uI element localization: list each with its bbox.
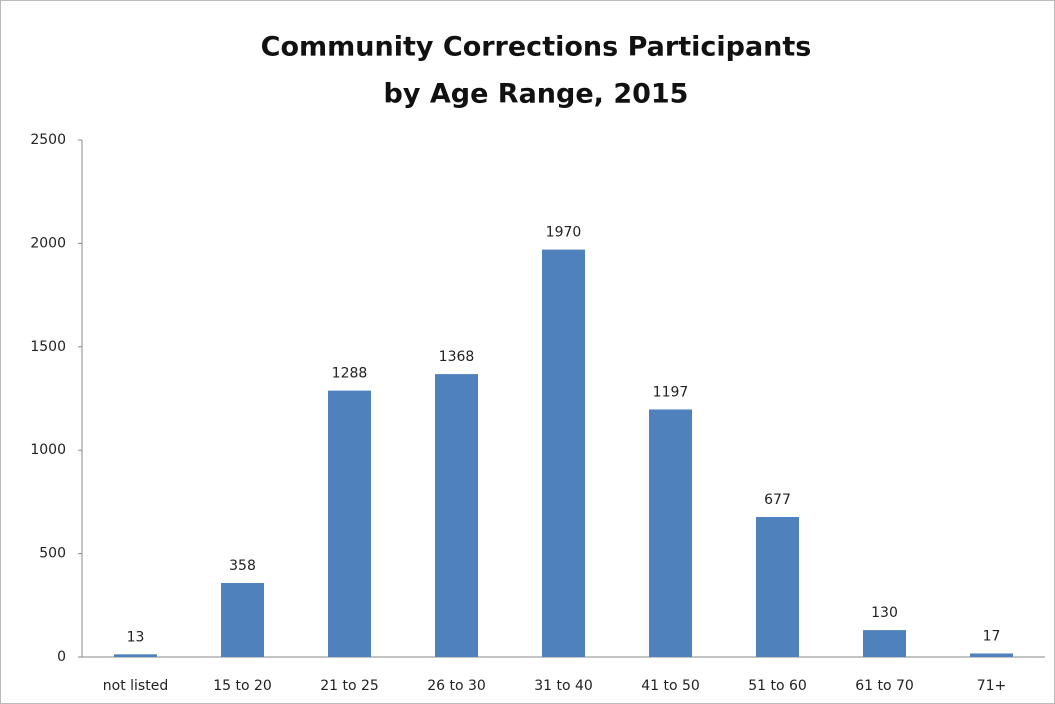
y-tick-label: 2000: [30, 235, 66, 251]
x-tick-label: 71+: [977, 678, 1007, 694]
bar: [328, 390, 371, 657]
data-label: 1970: [546, 225, 582, 241]
bar: [542, 249, 585, 657]
x-tick-label: 41 to 50: [641, 678, 700, 694]
bar: [756, 516, 799, 657]
chart-title: Community Corrections Participants: [261, 32, 812, 63]
bar: [435, 374, 478, 657]
data-label: 13: [127, 629, 145, 645]
data-label: 1368: [439, 349, 475, 365]
data-label: 1288: [332, 366, 368, 382]
x-tick-label: 51 to 60: [748, 678, 807, 694]
x-tick-label: not listed: [103, 678, 168, 694]
x-tick-label: 21 to 25: [320, 678, 379, 694]
data-label: 130: [871, 605, 898, 621]
bar: [649, 409, 692, 657]
data-label: 1197: [653, 384, 689, 400]
x-tick-label: 26 to 30: [427, 678, 486, 694]
y-tick-label: 0: [57, 649, 66, 665]
y-tick-label: 500: [39, 546, 66, 562]
data-label: 17: [983, 628, 1001, 644]
y-tick-label: 1500: [30, 339, 66, 355]
bar: [970, 653, 1013, 657]
bar: [221, 582, 264, 657]
x-tick-label: 31 to 40: [534, 678, 593, 694]
x-tick-label: 15 to 20: [213, 678, 272, 694]
chart-title: by Age Range, 2015: [384, 79, 689, 110]
x-tick-label: 61 to 70: [855, 678, 914, 694]
y-tick-label: 2500: [30, 132, 66, 148]
y-tick-label: 1000: [30, 442, 66, 458]
bar: [863, 630, 906, 657]
data-label: 358: [229, 558, 256, 574]
bar: [114, 654, 157, 657]
data-label: 677: [764, 492, 791, 508]
